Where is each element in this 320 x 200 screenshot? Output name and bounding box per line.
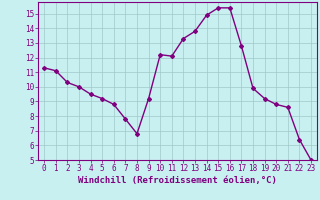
- X-axis label: Windchill (Refroidissement éolien,°C): Windchill (Refroidissement éolien,°C): [78, 176, 277, 185]
